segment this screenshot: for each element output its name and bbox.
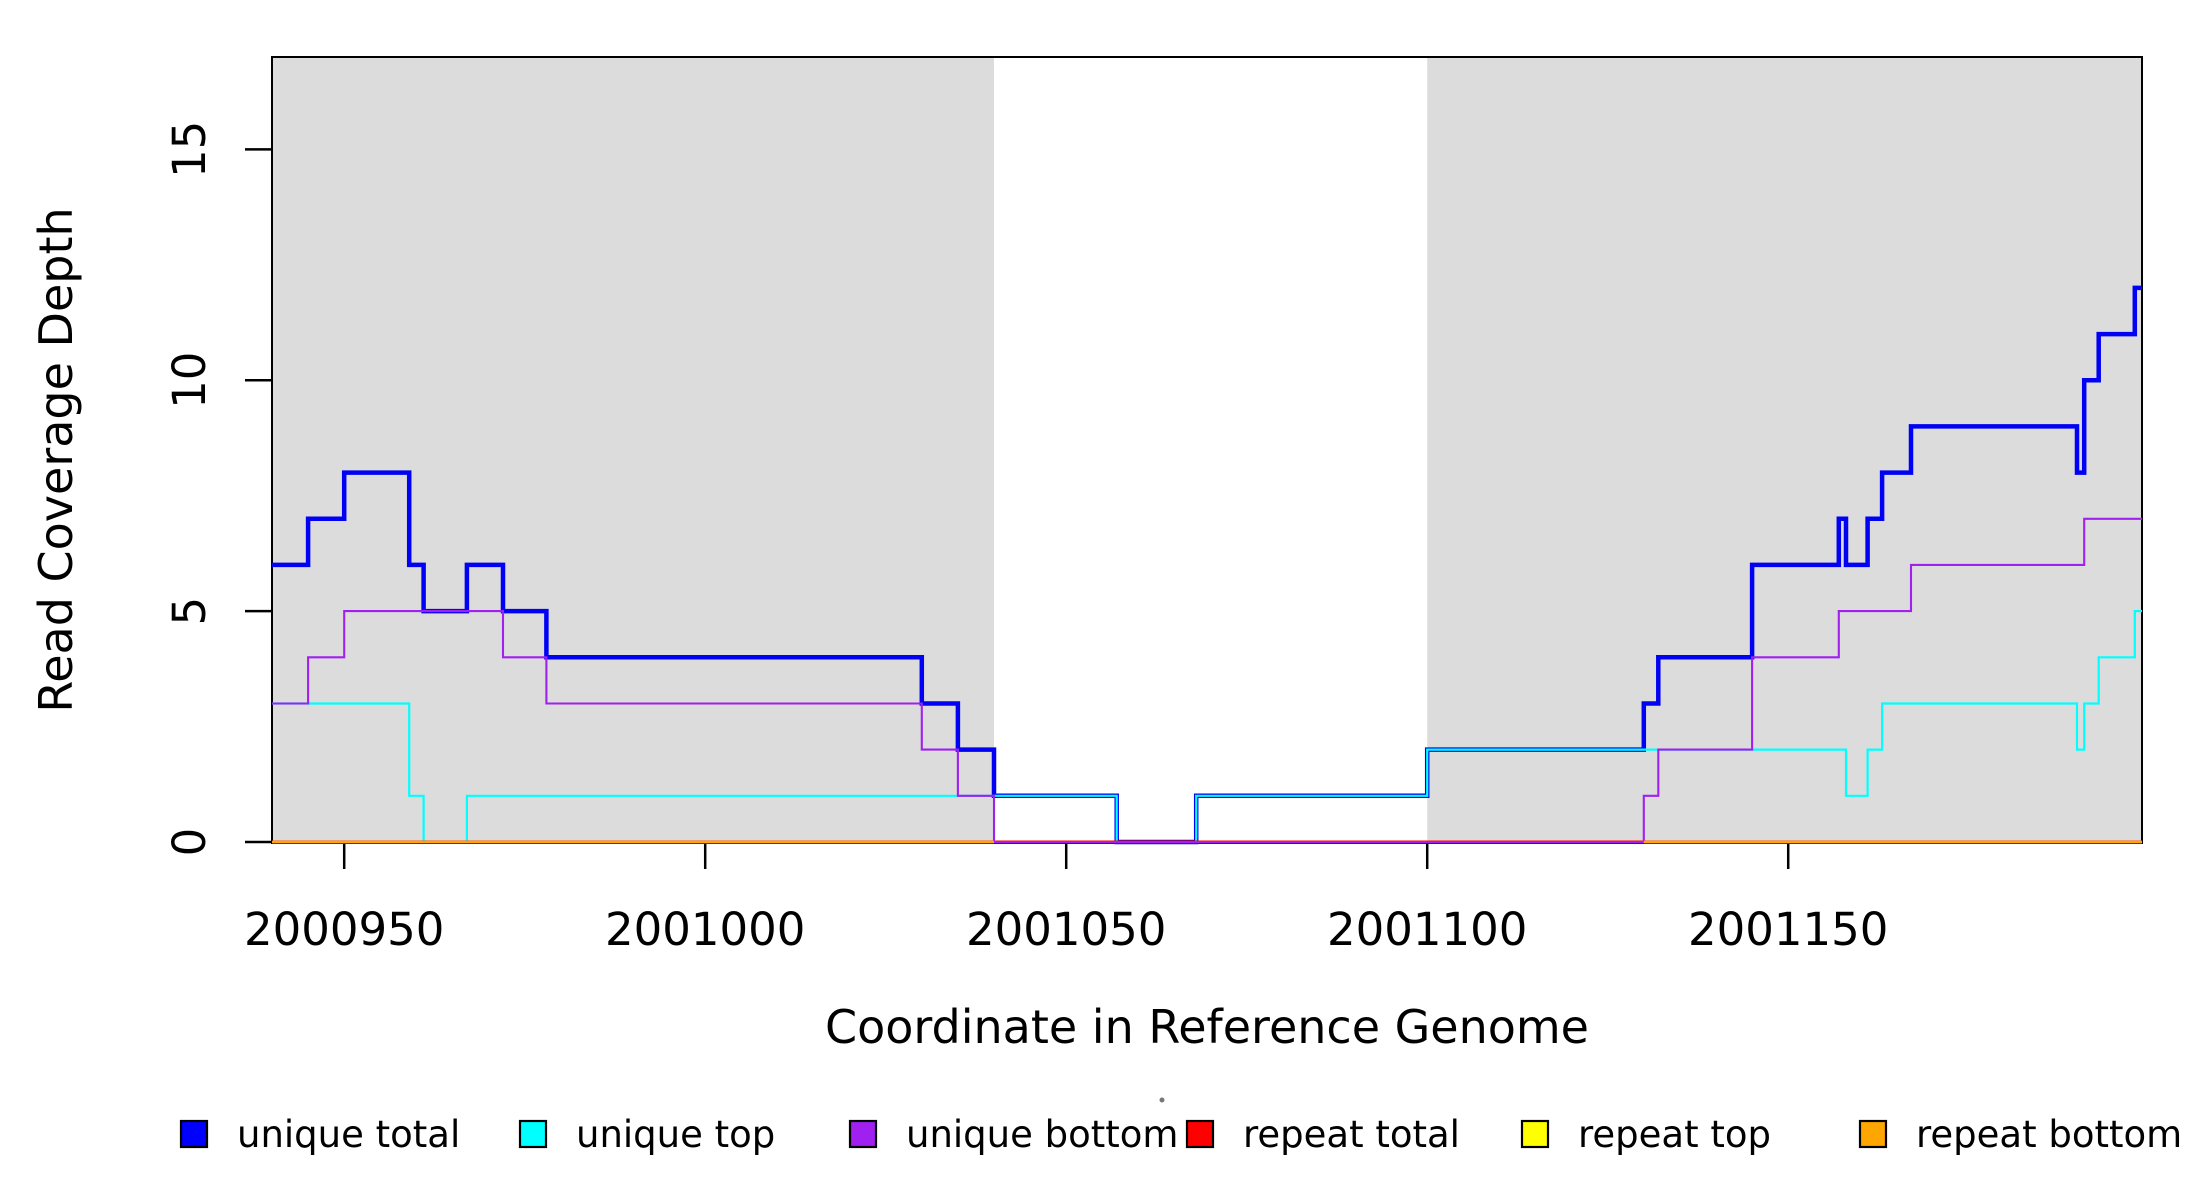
- legend-swatch-repeat-top: [1520, 1119, 1550, 1149]
- legend-swatch-unique-bottom: [848, 1119, 878, 1149]
- legend-label: unique total: [237, 1113, 460, 1156]
- legend-label: repeat top: [1578, 1113, 1771, 1156]
- repeat-region-shading: [272, 57, 995, 843]
- legend-item: repeat top: [1520, 1113, 1771, 1156]
- legend-swatch-repeat-total: [1185, 1119, 1215, 1149]
- y-axis-title: Read Coverage Depth: [29, 207, 83, 712]
- series-layer: [272, 285, 2142, 845]
- x-tick-label: 2001100: [1327, 903, 1527, 956]
- legend-item: repeat bottom: [1858, 1113, 2182, 1156]
- legend-swatch-unique-top: [518, 1119, 548, 1149]
- legend-label: repeat total: [1243, 1113, 1460, 1156]
- y-tick-label: 10: [163, 352, 216, 409]
- x-tick-label: 2001150: [1688, 903, 1888, 956]
- y-tick-label: 5: [163, 597, 216, 626]
- legend-item: repeat total: [1185, 1113, 1460, 1156]
- stray-dot: [1159, 1097, 1165, 1103]
- legend-label: unique top: [576, 1113, 775, 1156]
- legend: unique total unique top unique bottom repea…: [179, 1113, 2182, 1156]
- x-tick-label: 2001050: [966, 903, 1166, 956]
- legend-item: unique bottom: [848, 1113, 1178, 1156]
- axes-layer: 2000950 2001000 2001050 2001100 2001150 0 5 10 1…: [163, 56, 2143, 956]
- series-line-unique-bottom: [272, 517, 2142, 844]
- legend-item: unique total: [179, 1113, 460, 1156]
- x-axis-title: Coordinate in Reference Genome: [825, 1000, 1589, 1054]
- legend-swatch-repeat-bottom: [1858, 1119, 1888, 1149]
- repeat-region-shading: [1427, 57, 2142, 843]
- legend-item: unique top: [518, 1113, 775, 1156]
- annotation-layer: [1159, 1097, 1165, 1103]
- legend-label: unique bottom: [906, 1113, 1178, 1156]
- y-tick-label: 15: [163, 121, 216, 178]
- y-tick-label: 0: [163, 828, 216, 857]
- x-tick-label: 2000950: [244, 903, 444, 956]
- legend-label: repeat bottom: [1916, 1113, 2182, 1156]
- x-tick-label: 2001000: [605, 903, 805, 956]
- shaded-regions-layer: [272, 57, 2142, 843]
- legend-swatch-unique-total: [179, 1119, 209, 1149]
